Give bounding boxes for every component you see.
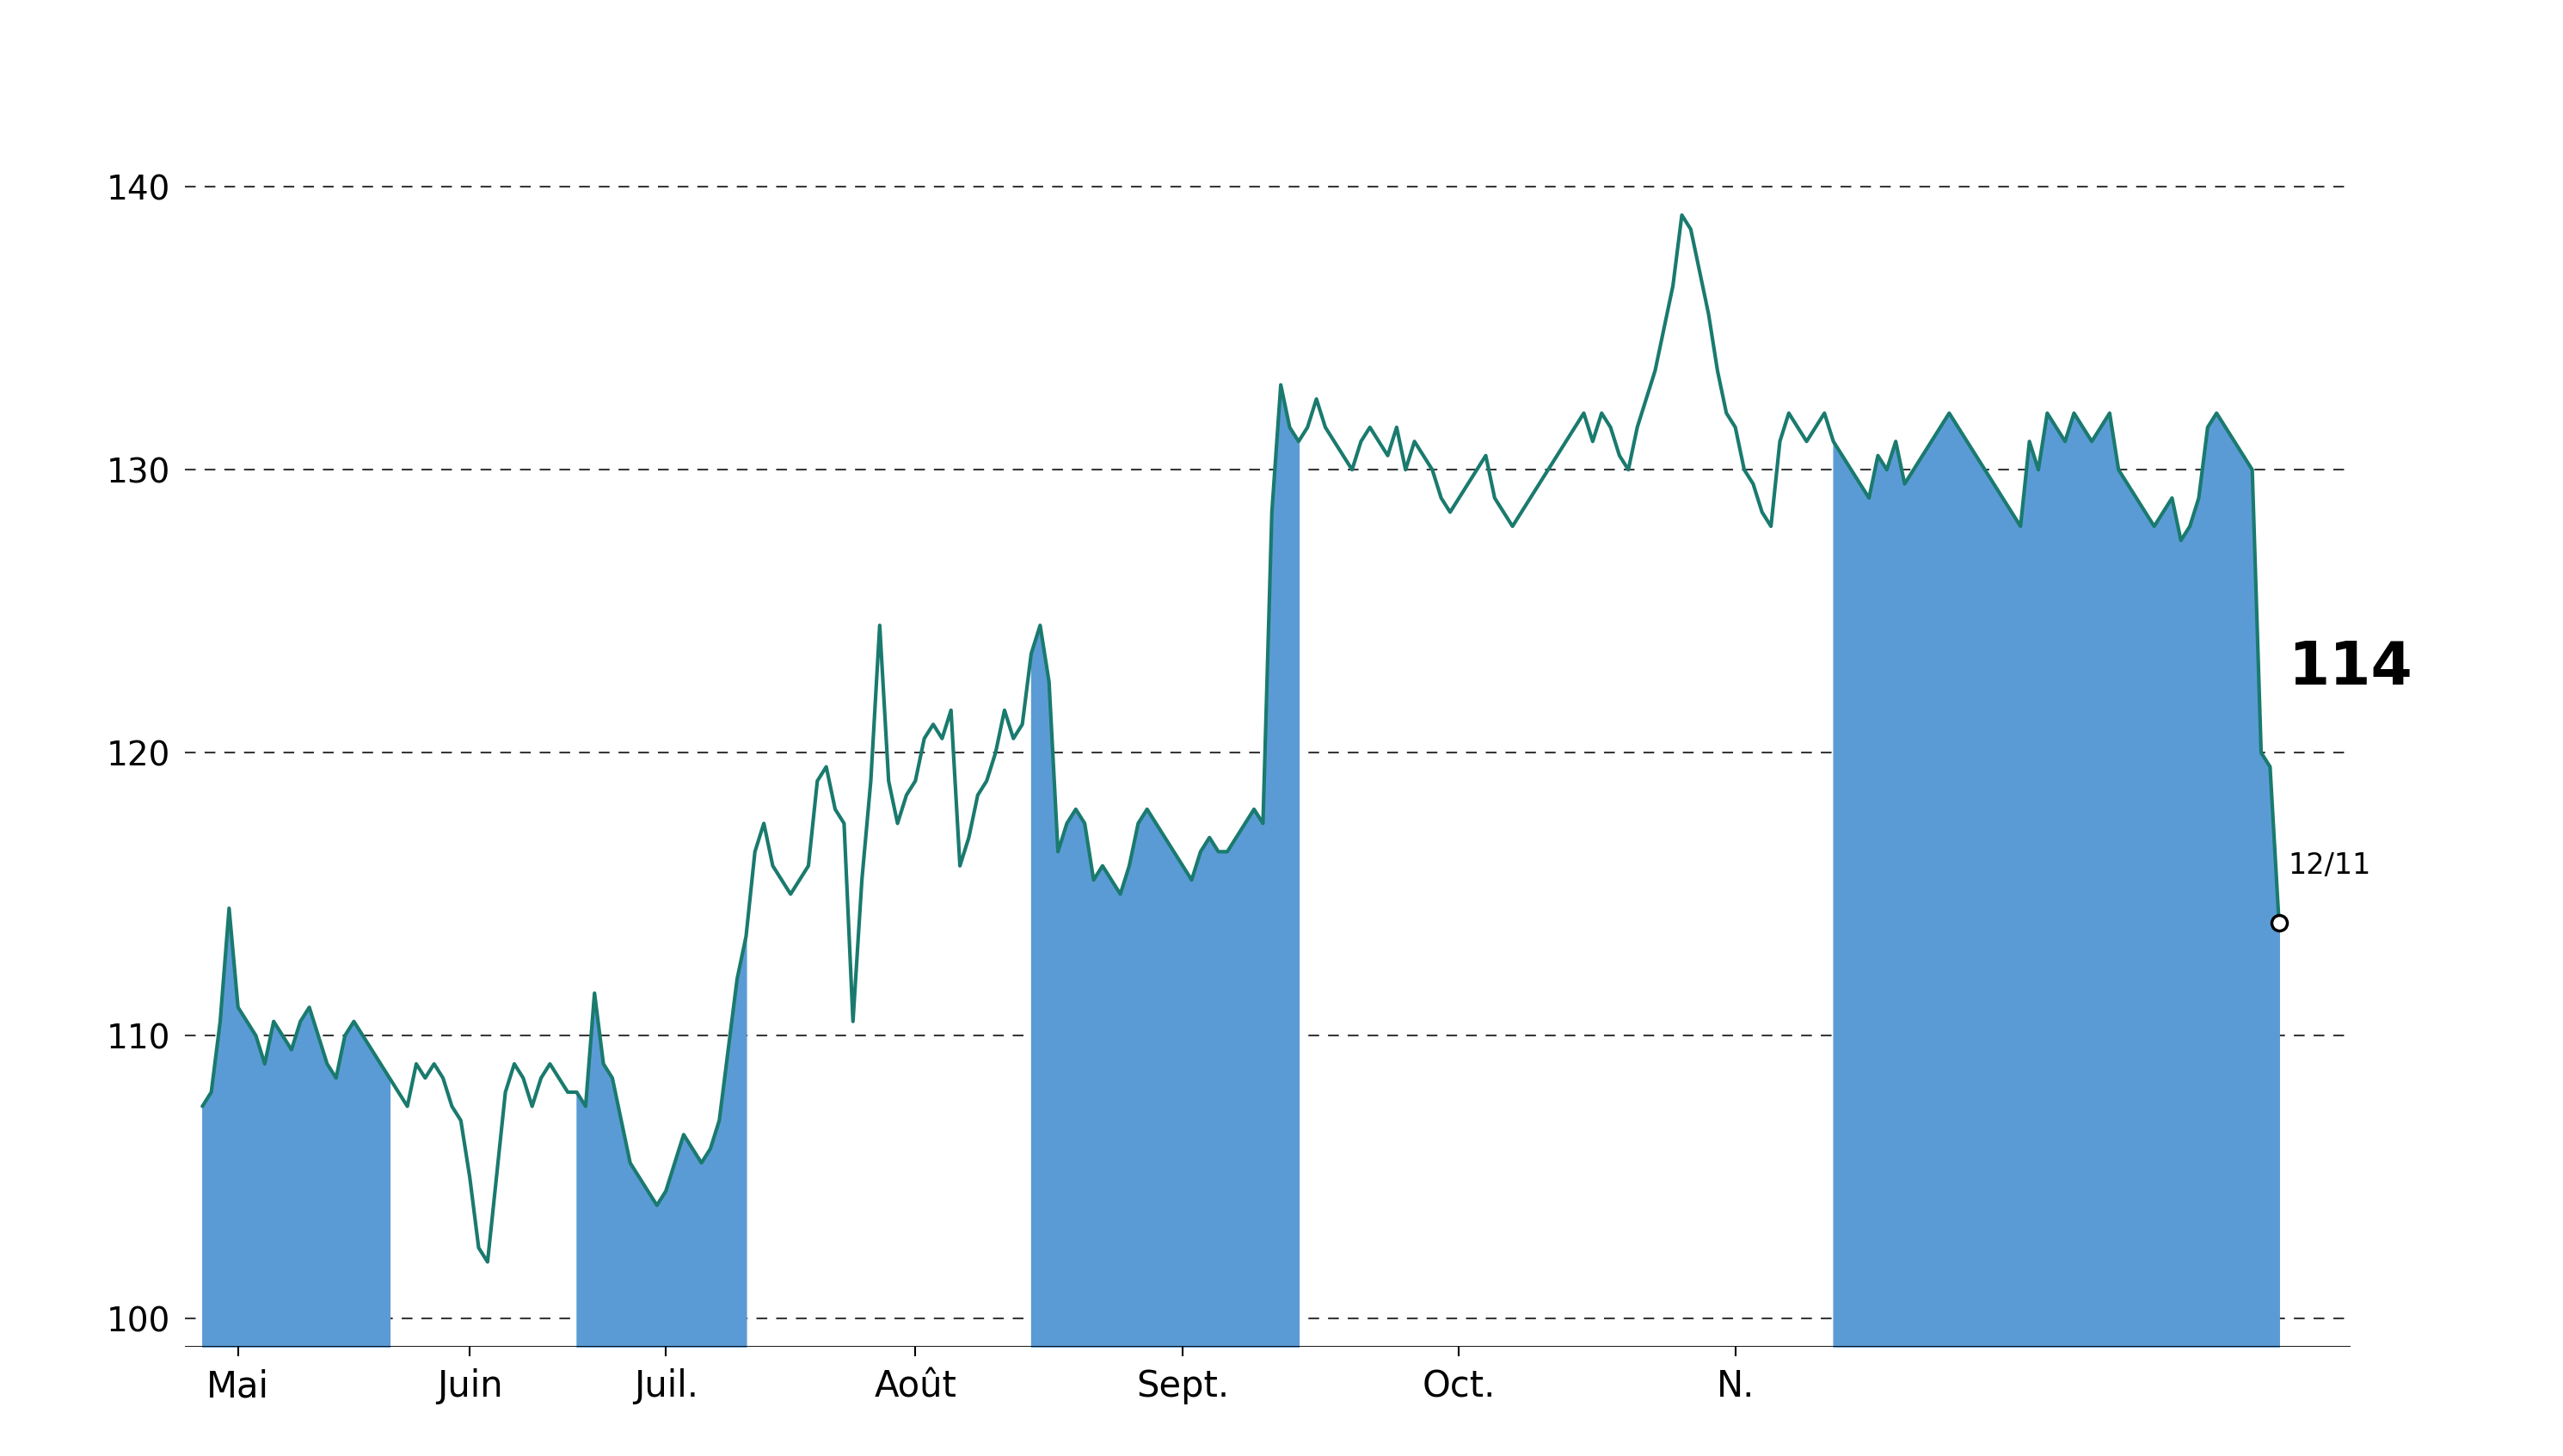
Text: NEXANS: NEXANS — [1115, 15, 1448, 84]
Text: 114: 114 — [2289, 639, 2412, 696]
Text: 12/11: 12/11 — [2289, 852, 2371, 879]
